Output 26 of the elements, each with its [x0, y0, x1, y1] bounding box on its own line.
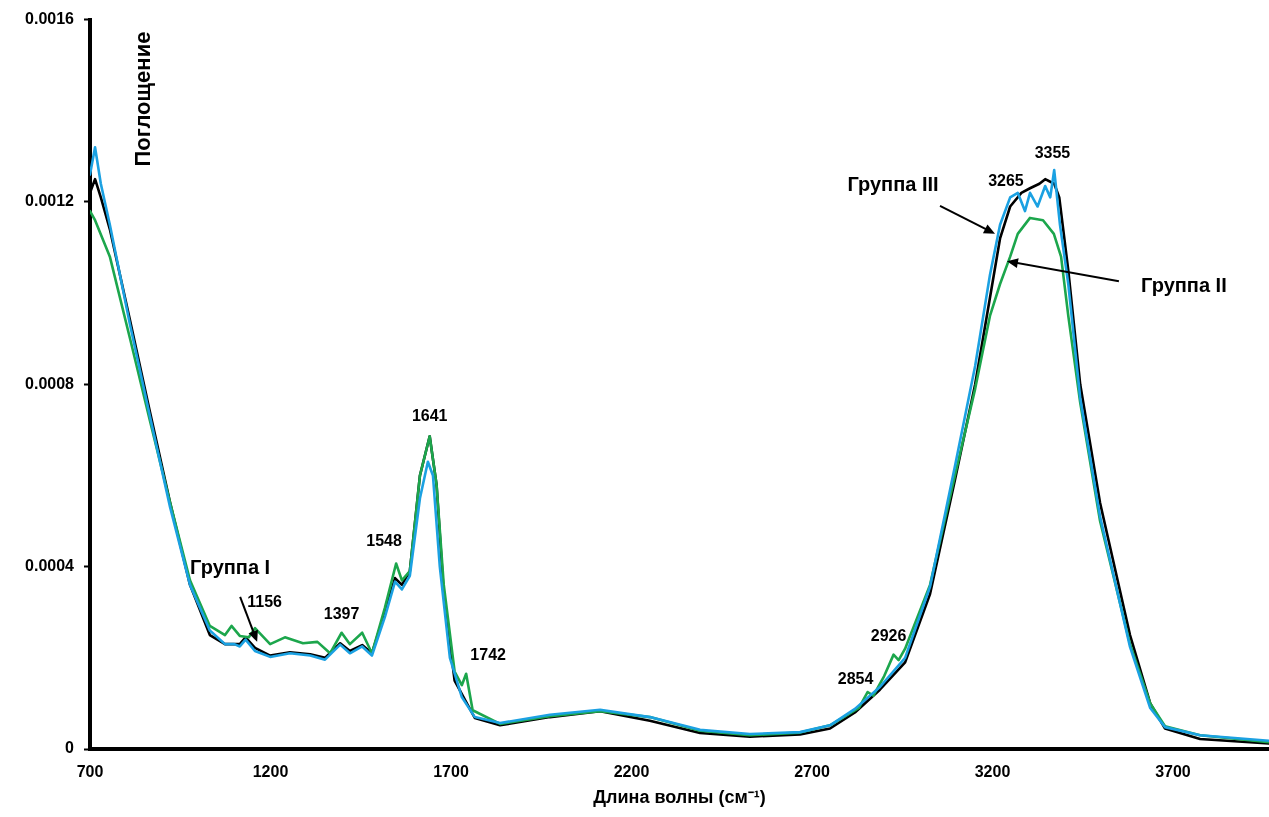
annotation: 1548: [366, 531, 403, 549]
annotation: 2926: [870, 627, 907, 645]
annotation: 1397: [323, 605, 360, 623]
annotation: 1742: [470, 646, 507, 664]
x-tick-label: 2700: [794, 763, 830, 781]
annotation: Группа III: [847, 173, 939, 196]
x-tick-label: 700: [76, 763, 104, 781]
y-axis-title: Поглощение: [130, 31, 156, 167]
y-tick-label: 0.0008: [25, 374, 75, 392]
y-tick-label: 0.0004: [25, 557, 75, 575]
x-tick-label: 2200: [613, 763, 650, 781]
x-tick-label: 3700: [1155, 763, 1191, 781]
annotation: 2854: [837, 670, 874, 688]
x-tick-label: 1200: [252, 763, 289, 781]
x-tick-label: 1700: [433, 763, 469, 781]
y-tick-label: 0.0012: [25, 192, 75, 210]
annotation: 3355: [1034, 144, 1071, 162]
x-axis-title: Длина волны (см⁻¹): [593, 787, 766, 808]
annotation: Группа II: [1141, 273, 1227, 296]
annotation: 1156: [247, 592, 283, 610]
annotation: 3265: [988, 171, 1024, 189]
y-tick-label: 0: [65, 739, 75, 757]
annotation: Группа I: [190, 556, 271, 579]
y-tick-label: 0.0016: [25, 10, 75, 28]
x-tick-label: 3200: [974, 763, 1011, 781]
annotation: 1641: [411, 406, 448, 424]
